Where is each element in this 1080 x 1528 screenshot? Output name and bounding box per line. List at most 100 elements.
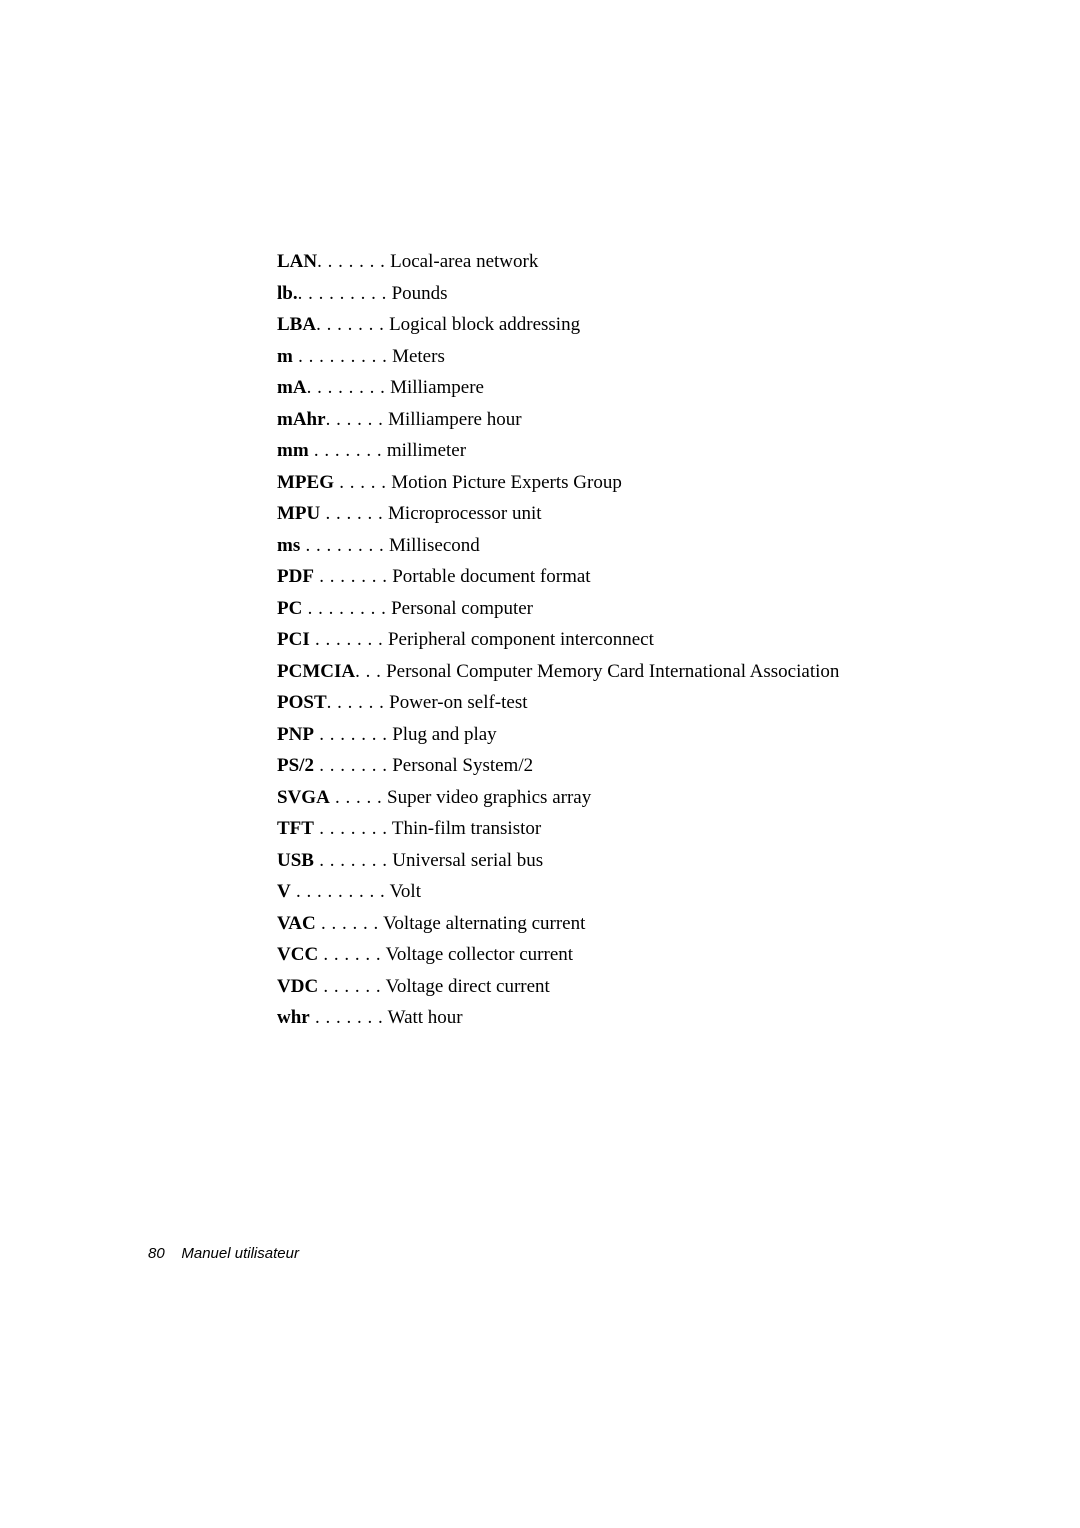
- glossary-dots: . . . . . . .: [314, 755, 388, 776]
- glossary-definition: Voltage alternating current: [383, 913, 585, 934]
- glossary-entry: PCMCIA. . . Personal Computer Memory Car…: [277, 662, 997, 681]
- glossary-entry: POST. . . . . . Power-on self-test: [277, 693, 997, 712]
- glossary-dots: . . . . . .: [326, 409, 384, 430]
- glossary-dots: . . . . . . .: [310, 629, 384, 650]
- page-footer: 80 Manuel utilisateur: [148, 1245, 299, 1262]
- glossary-entry: mm . . . . . . . millimeter: [277, 441, 997, 460]
- glossary-definition: Milliampere hour: [388, 409, 522, 430]
- glossary-dots: . . . . . .: [320, 503, 383, 524]
- glossary-term: VCC: [277, 944, 318, 965]
- glossary-term: PCMCIA: [277, 661, 355, 682]
- footer-title: Manuel utilisateur: [181, 1245, 299, 1262]
- glossary-dots: . . . . . . . .: [302, 598, 386, 619]
- glossary-dots: . . . . . . . . .: [298, 283, 387, 304]
- glossary-entry: TFT . . . . . . . Thin-film transistor: [277, 819, 997, 838]
- glossary-term: LBA: [277, 314, 316, 335]
- glossary-definition: Peripheral component interconnect: [388, 629, 654, 650]
- glossary-definition: Microprocessor unit: [388, 503, 542, 524]
- glossary-entry: PS/2 . . . . . . . Personal System/2: [277, 756, 997, 775]
- glossary-definition: Personal System/2: [392, 755, 533, 776]
- glossary-dots: . . . . . . .: [317, 251, 385, 272]
- glossary-entry: PCI . . . . . . . Peripheral component i…: [277, 630, 997, 649]
- glossary-term: VDC: [277, 976, 318, 997]
- glossary-term: V: [277, 881, 291, 902]
- glossary-term: mAhr: [277, 409, 326, 430]
- glossary-entry: ms . . . . . . . . Millisecond: [277, 536, 997, 555]
- glossary-term: mA: [277, 377, 307, 398]
- glossary-definition: Volt: [390, 881, 421, 902]
- glossary-entry: PNP . . . . . . . Plug and play: [277, 725, 997, 744]
- glossary-term: PS/2: [277, 755, 314, 776]
- glossary-dots: . . . . . . .: [314, 818, 388, 839]
- glossary-term: whr: [277, 1007, 310, 1028]
- glossary-entry: VCC . . . . . . Voltage collector curren…: [277, 945, 997, 964]
- glossary-definition: Logical block addressing: [389, 314, 580, 335]
- glossary-definition: Personal Computer Memory Card Internatio…: [386, 661, 839, 682]
- glossary-term: LAN: [277, 251, 317, 272]
- glossary-term: ms: [277, 535, 300, 556]
- glossary-definition: Power-on self-test: [389, 692, 527, 713]
- glossary-entry: USB . . . . . . . Universal serial bus: [277, 851, 997, 870]
- glossary-entry: VAC . . . . . . Voltage alternating curr…: [277, 914, 997, 933]
- glossary-entry: LBA. . . . . . . Logical block addressin…: [277, 315, 997, 334]
- glossary-dots: . . . . . . .: [309, 440, 383, 461]
- glossary-dots: . . . . . . .: [310, 1007, 384, 1028]
- glossary-entry: mAhr. . . . . . Milliampere hour: [277, 410, 997, 429]
- glossary-dots: . . . . . . .: [316, 314, 384, 335]
- glossary-dots: . . . . . . .: [314, 724, 388, 745]
- glossary-dots: . . . . . .: [318, 976, 381, 997]
- glossary-list: LAN. . . . . . . Local-area networklb.. …: [277, 252, 997, 1040]
- glossary-term: m: [277, 346, 293, 367]
- glossary-definition: Millisecond: [389, 535, 480, 556]
- glossary-definition: Super video graphics array: [387, 787, 591, 808]
- glossary-entry: SVGA . . . . . Super video graphics arra…: [277, 788, 997, 807]
- glossary-entry: lb.. . . . . . . . . Pounds: [277, 284, 997, 303]
- glossary-definition: Portable document format: [392, 566, 590, 587]
- glossary-definition: Personal computer: [391, 598, 533, 619]
- glossary-definition: Voltage direct current: [386, 976, 550, 997]
- glossary-entry: m . . . . . . . . . Meters: [277, 347, 997, 366]
- glossary-definition: Thin-film transistor: [392, 818, 541, 839]
- glossary-dots: . . . . . .: [318, 944, 381, 965]
- glossary-term: MPEG: [277, 472, 334, 493]
- glossary-entry: MPEG . . . . . Motion Picture Experts Gr…: [277, 473, 997, 492]
- glossary-dots: . . . . . . . .: [307, 377, 386, 398]
- glossary-term: lb.: [277, 283, 298, 304]
- glossary-term: PCI: [277, 629, 310, 650]
- glossary-definition: Plug and play: [392, 724, 497, 745]
- glossary-entry: MPU . . . . . . Microprocessor unit: [277, 504, 997, 523]
- footer-separator: [169, 1245, 177, 1262]
- glossary-definition: Watt hour: [388, 1007, 463, 1028]
- glossary-term: TFT: [277, 818, 314, 839]
- glossary-dots: . . . . . .: [327, 692, 385, 713]
- glossary-dots: . . . . . . .: [314, 850, 388, 871]
- glossary-dots: . . . . .: [330, 787, 383, 808]
- glossary-term: PC: [277, 598, 302, 619]
- glossary-term: USB: [277, 850, 314, 871]
- glossary-term: SVGA: [277, 787, 330, 808]
- glossary-term: VAC: [277, 913, 316, 934]
- glossary-entry: whr . . . . . . . Watt hour: [277, 1008, 997, 1027]
- glossary-entry: LAN. . . . . . . Local-area network: [277, 252, 997, 271]
- glossary-definition: Milliampere: [390, 377, 484, 398]
- glossary-entry: mA. . . . . . . . Milliampere: [277, 378, 997, 397]
- glossary-dots: . . .: [355, 661, 381, 682]
- glossary-dots: . . . . . . .: [314, 566, 388, 587]
- glossary-definition: Universal serial bus: [392, 850, 543, 871]
- glossary-definition: Motion Picture Experts Group: [391, 472, 622, 493]
- glossary-definition: Voltage collector current: [386, 944, 573, 965]
- glossary-term: POST: [277, 692, 327, 713]
- glossary-term: mm: [277, 440, 309, 461]
- glossary-dots: . . . . . . . . .: [293, 346, 388, 367]
- page-number: 80: [148, 1245, 165, 1262]
- glossary-dots: . . . . .: [334, 472, 387, 493]
- glossary-term: PDF: [277, 566, 314, 587]
- glossary-term: MPU: [277, 503, 320, 524]
- glossary-definition: Pounds: [392, 283, 448, 304]
- glossary-dots: . . . . . . . .: [300, 535, 384, 556]
- glossary-entry: PDF . . . . . . . Portable document form…: [277, 567, 997, 586]
- glossary-dots: . . . . . . . . .: [291, 881, 386, 902]
- glossary-entry: VDC . . . . . . Voltage direct current: [277, 977, 997, 996]
- glossary-entry: PC . . . . . . . . Personal computer: [277, 599, 997, 618]
- glossary-term: PNP: [277, 724, 314, 745]
